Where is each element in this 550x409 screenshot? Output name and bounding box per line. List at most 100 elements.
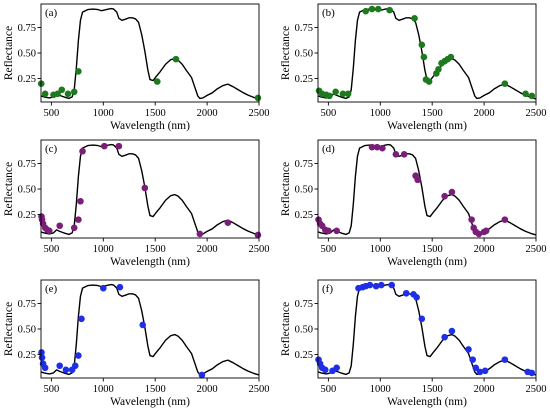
band-point bbox=[402, 289, 410, 297]
y-tick-label: 0.50 bbox=[18, 185, 36, 196]
band-point bbox=[79, 147, 86, 155]
x-tick-label: 2500 bbox=[249, 244, 270, 255]
band-point bbox=[101, 142, 108, 150]
band-point bbox=[379, 144, 386, 152]
band-point bbox=[501, 80, 509, 87]
band-point bbox=[501, 216, 509, 223]
x-axis-title: Wavelength (nm) bbox=[387, 396, 467, 408]
y-tick-label: 0.25 bbox=[18, 210, 36, 221]
y-axis-title: Reflectance bbox=[3, 302, 15, 356]
panel-label: (b) bbox=[322, 7, 335, 19]
panel-d: 500 1000 1500 2000 2500 0.25 0.50 0.75 Wavelengt… bbox=[280, 139, 547, 268]
band-point bbox=[38, 354, 46, 361]
x-tick-label: 2500 bbox=[249, 384, 270, 395]
band-point bbox=[481, 367, 489, 375]
band-point bbox=[75, 68, 82, 75]
panel-label: (c) bbox=[45, 143, 58, 155]
x-axis-title: Wavelength (nm) bbox=[110, 396, 190, 408]
band-point bbox=[522, 90, 529, 98]
band-point bbox=[321, 366, 329, 374]
band-point bbox=[196, 230, 204, 238]
band-point bbox=[77, 197, 84, 205]
band-point bbox=[388, 281, 396, 289]
band-point bbox=[482, 227, 490, 235]
band-point bbox=[198, 371, 206, 379]
x-tick-label: 1500 bbox=[145, 108, 166, 119]
band-point bbox=[528, 92, 536, 100]
band-point bbox=[366, 281, 374, 289]
band-point bbox=[414, 176, 421, 184]
band-point bbox=[41, 90, 49, 98]
band-point bbox=[70, 88, 78, 96]
band-point bbox=[413, 294, 420, 301]
x-tick-label: 1000 bbox=[93, 108, 114, 119]
x-tick-label: 2000 bbox=[197, 108, 218, 119]
x-tick-label: 500 bbox=[321, 384, 337, 395]
x-tick-label: 1000 bbox=[370, 384, 391, 395]
y-tick-label: 0.50 bbox=[18, 325, 36, 336]
panel-label: (f) bbox=[322, 283, 333, 295]
x-axis-title: Wavelength (nm) bbox=[387, 256, 467, 268]
plot-frame bbox=[317, 139, 537, 239]
band-point bbox=[325, 227, 332, 235]
band-point bbox=[116, 283, 124, 291]
band-point bbox=[441, 333, 448, 341]
band-point bbox=[368, 5, 376, 13]
x-tick-label: 1000 bbox=[370, 244, 391, 255]
band-point bbox=[425, 78, 433, 85]
x-tick-label: 1500 bbox=[145, 384, 166, 395]
spectrum-line bbox=[40, 283, 260, 376]
y-tick-label: 0.75 bbox=[18, 159, 36, 170]
band-point bbox=[374, 5, 382, 13]
x-tick-label: 500 bbox=[321, 108, 337, 119]
band-point bbox=[448, 188, 456, 196]
band-point bbox=[99, 284, 107, 292]
band-point bbox=[344, 90, 352, 98]
y-tick-label: 0.75 bbox=[18, 23, 36, 34]
band-point bbox=[78, 315, 85, 323]
band-point bbox=[392, 150, 400, 158]
x-tick-label: 500 bbox=[44, 244, 60, 255]
band-point bbox=[71, 362, 79, 370]
panel-label: (e) bbox=[45, 283, 58, 295]
x-tick-label: 500 bbox=[44, 384, 60, 395]
band-point bbox=[435, 66, 442, 73]
panel-f: 500 1000 1500 2000 2500 0.25 0.50 0.75 Wavelengt… bbox=[280, 279, 547, 408]
band-point bbox=[56, 222, 63, 230]
band-point bbox=[333, 227, 340, 235]
x-tick-label: 1500 bbox=[422, 244, 443, 255]
x-tick-label: 1500 bbox=[145, 244, 166, 255]
band-point bbox=[501, 356, 509, 363]
y-tick-label: 0.75 bbox=[295, 159, 313, 170]
x-tick-label: 2000 bbox=[474, 108, 495, 119]
band-point bbox=[141, 184, 149, 192]
band-point bbox=[224, 219, 232, 226]
y-tick-label: 0.25 bbox=[295, 210, 313, 221]
band-point bbox=[465, 346, 472, 353]
band-point bbox=[475, 230, 483, 238]
y-axis-title: Reflectance bbox=[280, 26, 292, 80]
band-point bbox=[420, 53, 428, 61]
x-tick-label: 1000 bbox=[370, 108, 391, 119]
panel-b: 500 1000 1500 2000 2500 0.25 0.50 0.75 Wavelengt… bbox=[280, 3, 547, 132]
band-point bbox=[54, 90, 61, 98]
band-point bbox=[41, 364, 49, 372]
x-tick-label: 2500 bbox=[526, 384, 547, 395]
band-point bbox=[70, 224, 78, 232]
band-point bbox=[172, 55, 180, 63]
x-tick-label: 500 bbox=[321, 244, 337, 255]
band-point bbox=[58, 86, 66, 94]
band-point bbox=[56, 362, 63, 370]
x-tick-label: 1000 bbox=[93, 384, 114, 395]
x-tick-label: 2000 bbox=[197, 244, 218, 255]
band-point bbox=[332, 88, 339, 96]
y-tick-label: 0.50 bbox=[295, 49, 313, 60]
band-point bbox=[368, 143, 376, 151]
y-tick-label: 0.25 bbox=[18, 350, 36, 361]
y-axis-title: Reflectance bbox=[280, 162, 292, 216]
x-tick-label: 2000 bbox=[474, 384, 495, 395]
y-tick-label: 0.50 bbox=[295, 185, 313, 196]
y-tick-label: 0.25 bbox=[18, 74, 36, 85]
x-axis-title: Wavelength (nm) bbox=[110, 256, 190, 268]
